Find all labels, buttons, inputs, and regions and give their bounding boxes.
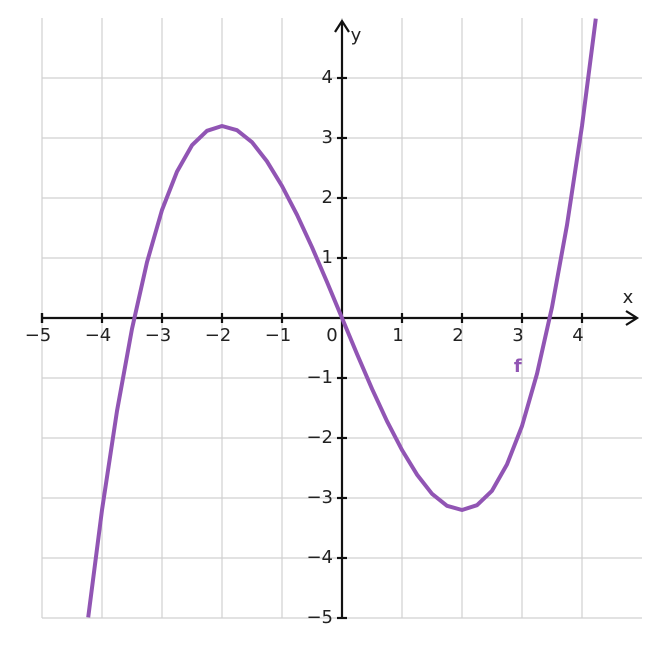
- x-tick-label: −2: [205, 325, 232, 346]
- y-tick-label: −5: [306, 607, 333, 628]
- x-tick-label: −5: [25, 325, 52, 346]
- x-tick-label: 3: [512, 325, 523, 346]
- y-tick-label: 4: [322, 67, 333, 88]
- function-curve: [86, 18, 598, 618]
- x-tick-label: −4: [85, 325, 112, 346]
- curve-label: f: [514, 356, 522, 377]
- y-arrow: [334, 18, 350, 33]
- y-axis-label: y: [351, 25, 362, 46]
- y-tick-label: −4: [306, 547, 333, 568]
- marks: f: [86, 18, 598, 618]
- x-tick-label: 0: [326, 325, 337, 346]
- x-tick-label: 4: [572, 325, 583, 346]
- x-tick-label: −3: [145, 325, 172, 346]
- axes: −5 −4 −3 −2 −1 0 1 2 3 4 −5 −4 −3 −2 −1 1 2 3 4 x y: [25, 18, 640, 628]
- x-axis-label: x: [623, 287, 634, 308]
- y-tick-label: 3: [322, 127, 333, 148]
- y-tick-label: −3: [306, 487, 333, 508]
- y-tick-label: 2: [322, 187, 333, 208]
- x-tick-label: 2: [452, 325, 463, 346]
- x-tick-label: 1: [392, 325, 403, 346]
- y-tick-label: −1: [306, 367, 333, 388]
- x-tick-label: −1: [265, 325, 292, 346]
- y-tick-label: 1: [322, 247, 333, 268]
- x-arrow: [625, 310, 640, 326]
- y-tick-label: −2: [306, 427, 333, 448]
